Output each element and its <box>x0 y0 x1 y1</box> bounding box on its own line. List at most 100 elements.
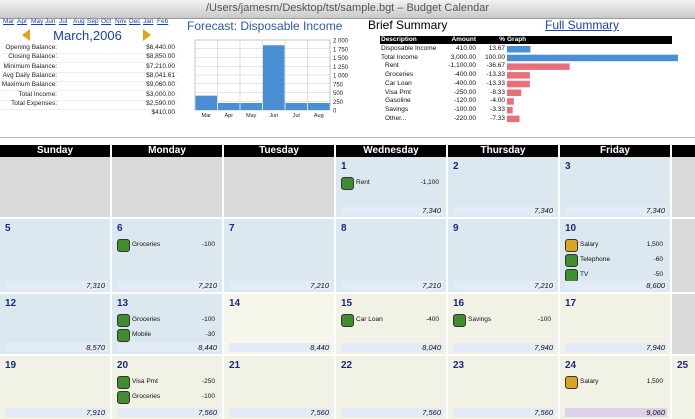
month-link[interactable]: Dec <box>129 18 141 25</box>
next-month-arrow[interactable] <box>143 29 151 41</box>
day-cell <box>0 157 111 218</box>
day-cell[interactable]: 10 Salary 1,500 Telephone -60 TV -50 8,600 <box>560 219 671 293</box>
day-header: Friday <box>560 145 670 157</box>
entry-name[interactable]: Salary <box>580 378 599 385</box>
entry-icon[interactable] <box>565 376 578 389</box>
day-cell[interactable]: 2 7,340 <box>448 157 559 218</box>
day-cell[interactable]: 23 7,560 <box>448 356 559 419</box>
entry-icon[interactable] <box>453 314 466 327</box>
month-link[interactable]: Oct <box>101 18 112 25</box>
day-header: Wednesday <box>336 145 446 157</box>
day-number: 10 <box>565 223 577 234</box>
day-cell[interactable]: 6 Groceries -100 7,210 <box>112 219 223 293</box>
entry-name[interactable]: TV <box>580 271 589 278</box>
summary-description: Total Income <box>381 53 418 61</box>
summary-pct: 13.67 <box>488 45 505 52</box>
entry-name[interactable]: Car Loan <box>356 316 383 323</box>
month-link[interactable]: Jan <box>143 18 154 25</box>
x-tick-label: Mar <box>202 113 212 119</box>
summary-description: Groceries <box>385 71 414 79</box>
entry-icon[interactable] <box>565 239 578 252</box>
entry-icon[interactable] <box>117 391 130 404</box>
month-link[interactable]: Jul <box>59 18 68 25</box>
bar <box>308 103 330 110</box>
day-balance: 7,210 <box>534 281 553 290</box>
entry-amount: -400 <box>425 316 439 323</box>
summary-description: Rent <box>385 62 399 70</box>
day-cell[interactable]: 14 8,440 <box>224 294 335 355</box>
balance-value: $2,590.00 <box>146 99 175 107</box>
month-link[interactable]: Feb <box>157 18 169 25</box>
entry-name[interactable]: Groceries <box>132 393 161 400</box>
day-cell[interactable]: 5 7,310 <box>0 219 111 293</box>
entry-name[interactable]: Mobile <box>132 331 152 338</box>
day-cell[interactable]: 20 Visa Pmt -250 Groceries -100 7,560 <box>112 356 223 419</box>
day-cell[interactable]: 16 Savings -100 7,940 <box>448 294 559 355</box>
summary-bar <box>507 72 530 79</box>
month-link[interactable]: Sep <box>87 18 99 25</box>
entry-amount: -30 <box>205 331 215 338</box>
entry-icon[interactable] <box>341 177 354 190</box>
day-cell[interactable]: 22 7,560 <box>336 356 447 419</box>
forecast-chart: Forecast: Disposable Income 0 250 500 750 1 0… <box>187 19 349 119</box>
entry-icon[interactable] <box>117 329 130 342</box>
balance-value: $8,850.00 <box>146 53 175 61</box>
day-cell[interactable]: 24 Salary 1,500 9,060 <box>560 356 671 419</box>
day-cell[interactable]: 12 8,570 <box>0 294 111 355</box>
day-balance: 7,940 <box>534 343 553 352</box>
entry-name[interactable]: Visa Pmt <box>132 378 158 385</box>
day-cell[interactable]: 17 7,940 <box>560 294 671 355</box>
balance-value: $9,060.00 <box>146 81 175 89</box>
entry-name[interactable]: Groceries <box>132 316 161 323</box>
day-cell[interactable]: 9 7,210 <box>448 219 559 293</box>
day-cell[interactable]: 3 7,340 <box>560 157 671 218</box>
day-cell[interactable]: 21 7,560 <box>224 356 335 419</box>
net-value: $410.00 <box>151 109 176 117</box>
entry-icon[interactable] <box>117 314 130 327</box>
day-cell[interactable]: 8 7,210 <box>336 219 447 293</box>
month-link[interactable]: Jun <box>45 18 56 25</box>
summary-pct: -3.33 <box>490 105 505 113</box>
entry-icon[interactable] <box>341 314 354 327</box>
day-number: 13 <box>117 298 129 309</box>
entry-icon[interactable] <box>117 239 130 252</box>
bar <box>240 103 262 110</box>
summary-pct: -13.33 <box>486 71 505 79</box>
entry-icon[interactable] <box>565 254 578 267</box>
month-link[interactable]: Aug <box>73 18 85 25</box>
summary-bar <box>507 98 514 105</box>
month-link[interactable]: Apr <box>17 18 28 25</box>
x-tick-label: Apr <box>224 113 233 119</box>
month-link[interactable]: May <box>31 18 44 25</box>
prev-month-arrow[interactable] <box>22 29 30 41</box>
day-cell[interactable]: 19 7,910 <box>0 356 111 419</box>
balance-label: Total Expenses: <box>11 99 57 107</box>
day-cell <box>672 219 695 293</box>
month-link[interactable]: Mar <box>3 18 15 25</box>
entry-name[interactable]: Salary <box>580 241 599 248</box>
full-summary-link[interactable]: Full Summary <box>545 18 620 32</box>
entry-name[interactable]: Telephone <box>580 256 610 263</box>
entry-name[interactable]: Rent <box>356 179 370 186</box>
balance-band <box>453 408 555 417</box>
entry-name[interactable]: Savings <box>468 316 492 323</box>
summary-pct: -7.33 <box>490 114 505 122</box>
entry-name[interactable]: Groceries <box>132 241 161 248</box>
month-link[interactable]: Nov <box>115 18 127 25</box>
entry-icon[interactable] <box>117 376 130 389</box>
day-cell <box>672 157 695 218</box>
day-number: 17 <box>565 298 577 309</box>
entry-amount: -60 <box>653 256 663 263</box>
entry-amount: -50 <box>653 271 663 278</box>
bar <box>218 103 240 110</box>
top-separator <box>0 137 695 138</box>
day-cell[interactable]: 25 <box>672 356 695 419</box>
bar <box>195 95 217 110</box>
day-cell[interactable]: 1 Rent -1,100 7,340 <box>336 157 447 218</box>
day-header: Monday <box>112 145 222 157</box>
day-cell[interactable]: 15 Car Loan -400 8,040 <box>336 294 447 355</box>
day-cell[interactable]: 13 Groceries -100 Mobile -30 8,440 <box>112 294 223 355</box>
day-cell[interactable]: 7 7,210 <box>224 219 335 293</box>
day-header-cut <box>672 145 695 157</box>
summary-graph <box>507 46 678 123</box>
